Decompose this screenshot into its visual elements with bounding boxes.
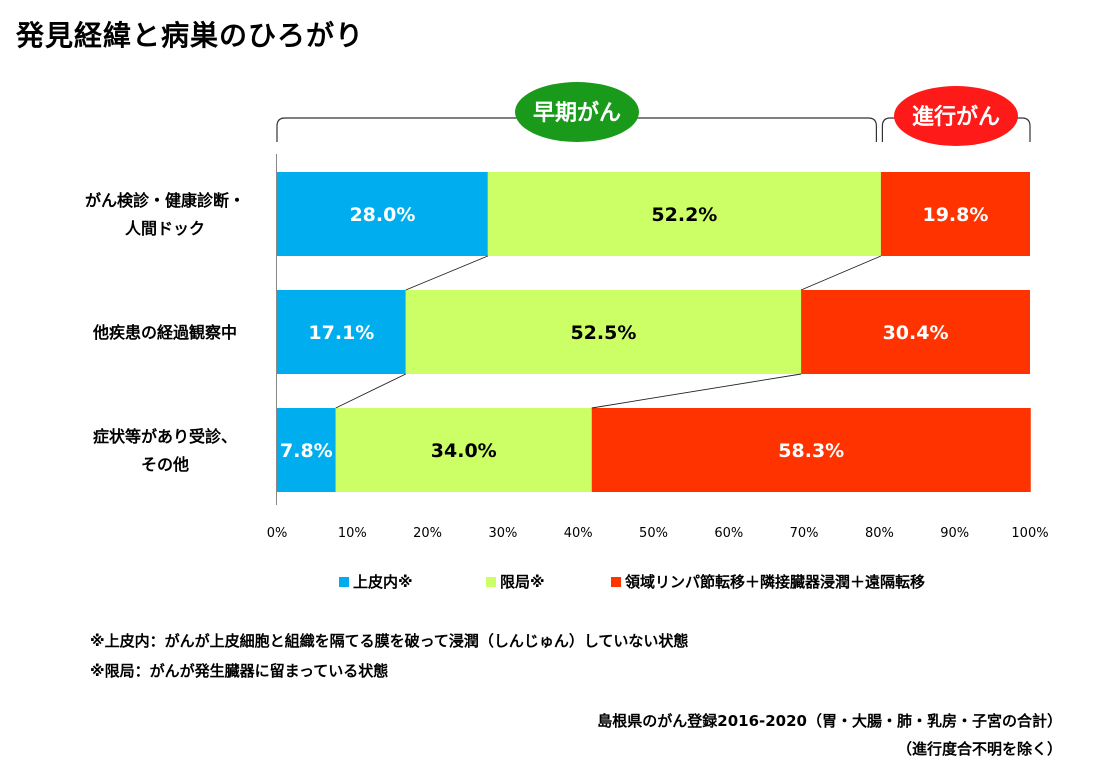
bar-value-label-row1-series1: 28.0% [349, 204, 415, 226]
bar-segment-row2-series1 [277, 290, 406, 374]
stacked-bar-chart: 早期がん 進行がん 28.0% 52.2% 19.8% 17.1% 52.5% 30.4% 7.… [85, 82, 1049, 541]
bar-segment-row2-series3 [801, 290, 1030, 374]
bar-segment-row3-series1 [277, 408, 336, 492]
page-title: 発見経緯と病巣のひろがり [16, 19, 365, 52]
bar-value-label-row1-series2: 52.2% [651, 204, 717, 226]
bar-value-label-row3-series2: 34.0% [431, 440, 497, 462]
x-tick-label-1: 10% [338, 526, 367, 541]
x-tick-label-5: 50% [639, 526, 668, 541]
series-line-row2-boundary2 [591, 373, 802, 409]
x-tick-label-6: 60% [714, 526, 743, 541]
series-line-row2-boundary1 [335, 373, 406, 409]
category-label-row2-line1: 他疾患の経過観察中 [92, 323, 237, 342]
category-label-row1-line2: 人間ドック [125, 219, 205, 238]
bar-segment-row2-series2 [405, 290, 802, 374]
bar-segment-row1-series2 [487, 172, 881, 256]
bar-segment-row1-series3 [880, 172, 1030, 256]
footnote-intraepithelial: ※上皮内：がんが上皮細胞と組織を隔てる膜を破って浸潤（しんじゅん）していない状態 [90, 632, 689, 650]
legend-swatch-localized [486, 576, 496, 587]
x-tick-label-8: 80% [865, 526, 894, 541]
legend-item-advanced: 領域リンパ節転移＋隣接臓器浸潤＋遠隔転移 [611, 571, 925, 592]
early-cancer-badge-label: 早期がん [533, 100, 621, 126]
legend-item-intraepithelial: 上皮内※ [339, 571, 413, 592]
legend-label-intraepithelial: 上皮内※ [353, 573, 413, 591]
bar-segment-row3-series2 [335, 408, 592, 492]
bar-value-label-row2-series1: 17.1% [308, 322, 374, 344]
x-tick-label-10: 100% [1011, 526, 1048, 541]
legend-swatch-intraepithelial [339, 576, 349, 587]
bar-value-label-row1-series3: 19.8% [922, 204, 988, 226]
bar-value-label-row2-series3: 30.4% [883, 322, 949, 344]
legend-swatch-advanced [611, 576, 621, 587]
x-tick-label-2: 20% [413, 526, 442, 541]
category-label-row3-line1: 症状等があり受診、 [93, 427, 237, 446]
source-note-exclusion: （進行度合不明を除く） [896, 740, 1062, 758]
bar-value-label-row3-series1: 7.8% [280, 440, 333, 462]
x-tick-label-9: 90% [940, 526, 969, 541]
source-note: 島根県のがん登録2016-2020（胃・大腸・肺・乳房・子宮の合計） [597, 712, 1062, 730]
series-line-row1-boundary1 [405, 255, 489, 291]
early-cancer-badge-shape [515, 82, 639, 142]
bar-value-label-row3-series3: 58.3% [778, 440, 844, 462]
bar-segment-row3-series3 [591, 408, 1031, 492]
footnote-localized: ※限局：がんが発生臓器に留まっている状態 [90, 662, 389, 680]
legend: 上皮内※ 限局※ 領域リンパ節転移＋隣接臓器浸潤＋遠隔転移 [0, 571, 1120, 595]
bar-segment-row1-series1 [277, 172, 488, 256]
category-label-row3-line2: その他 [141, 455, 189, 474]
x-tick-label-0: 0% [267, 526, 288, 541]
advanced-cancer-badge-label: 進行がん [912, 104, 1000, 130]
series-line-row1-boundary2 [800, 255, 882, 291]
advanced-cancer-badge-shape [894, 86, 1018, 146]
x-tick-label-7: 70% [790, 526, 819, 541]
legend-label-localized: 限局※ [500, 573, 545, 591]
legend-label-advanced: 領域リンパ節転移＋隣接臓器浸潤＋遠隔転移 [625, 573, 926, 591]
bar-value-label-row2-series2: 52.5% [570, 322, 636, 344]
x-tick-label-3: 30% [488, 526, 517, 541]
legend-item-localized: 限局※ [486, 571, 545, 592]
category-label-row1-line1: がん検診・健康診断・ [85, 191, 245, 210]
x-tick-label-4: 40% [564, 526, 593, 541]
